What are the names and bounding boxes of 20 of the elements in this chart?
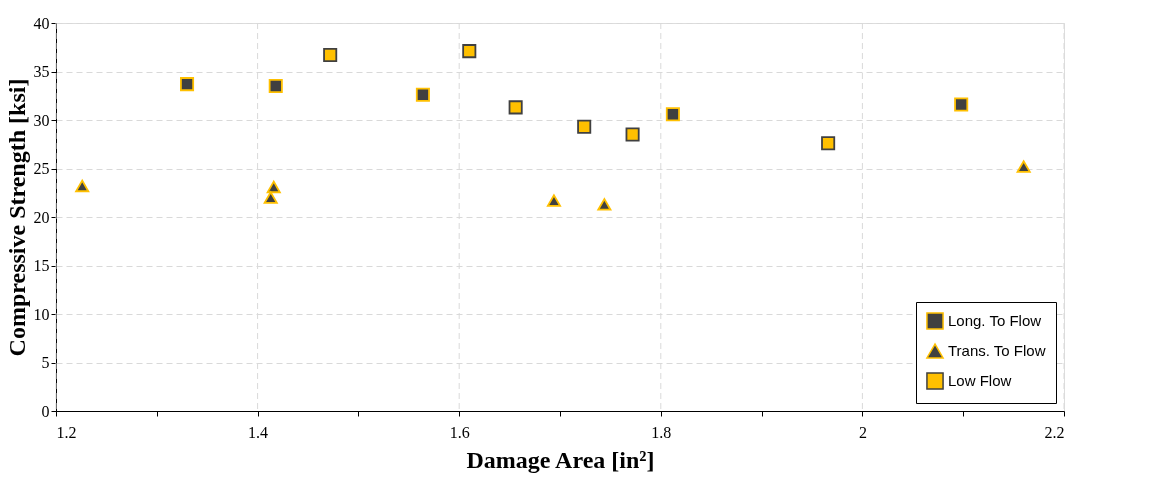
y-tick-label: 10 bbox=[33, 305, 50, 323]
y-tick-label: 40 bbox=[33, 14, 50, 32]
x-tick-label: 1.2 bbox=[56, 423, 77, 441]
y-axis-title: Compressive Strength [ksi] bbox=[3, 78, 30, 357]
x-axis-title: Damage Area [in²] bbox=[466, 446, 655, 473]
x-tick-label: 1.4 bbox=[248, 423, 269, 441]
y-tick-label: 35 bbox=[33, 63, 50, 80]
x-tick-label: 1.8 bbox=[651, 423, 672, 441]
y-tick-label: 0 bbox=[41, 402, 50, 420]
y-tick-label: 20 bbox=[33, 208, 50, 226]
x-tick-label: 2 bbox=[858, 423, 867, 441]
y-tick-label: 25 bbox=[33, 160, 50, 177]
y-tick-label: 30 bbox=[33, 111, 50, 129]
legend-label: Trans. To Flow bbox=[948, 342, 1046, 359]
x-tick-label: 1.6 bbox=[449, 423, 470, 441]
y-tick-label: 5 bbox=[41, 354, 50, 371]
y-tick-label: 15 bbox=[33, 257, 50, 274]
legend-label: Low Flow bbox=[948, 372, 1012, 389]
x-tick-label: 2.2 bbox=[1044, 423, 1065, 441]
legend-label: Long. To Flow bbox=[948, 312, 1042, 329]
